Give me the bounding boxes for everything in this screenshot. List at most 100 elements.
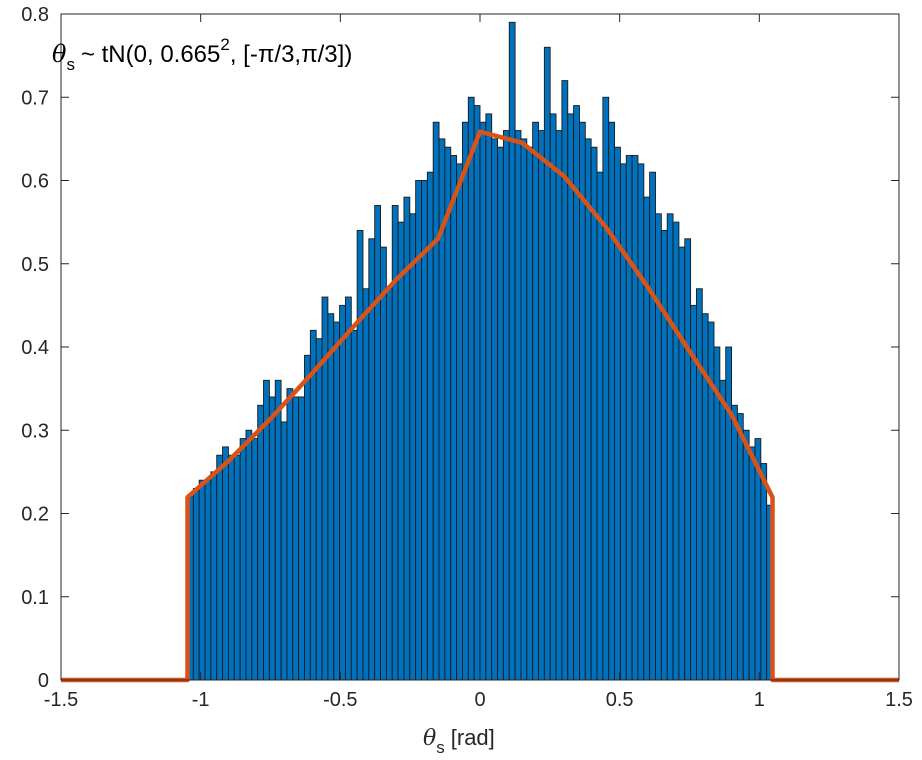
histogram-bar — [333, 321, 341, 681]
x-tick-label: 0.5 — [606, 689, 634, 711]
histogram-bar — [192, 488, 200, 681]
histogram-bar — [725, 346, 733, 681]
histogram-bar — [309, 329, 317, 681]
histogram-bar — [579, 121, 586, 681]
x-axis-label: θs [rad] — [423, 725, 495, 757]
y-tick-label: 0.7 — [21, 87, 49, 109]
histogram-bar — [257, 404, 264, 681]
histogram-bar — [596, 171, 604, 681]
histogram-bar — [614, 146, 621, 681]
histogram-bar — [660, 229, 668, 681]
histogram-bar — [590, 146, 598, 681]
histogram-bar — [602, 96, 610, 681]
y-tick-label: 0.8 — [21, 4, 49, 26]
x-axis-label-text: [rad] — [451, 725, 495, 750]
histogram-bar — [684, 238, 692, 681]
histogram-bar — [666, 213, 674, 681]
histogram-bar — [432, 121, 440, 681]
histogram-bar — [696, 288, 703, 681]
x-tick-label: 0 — [474, 689, 485, 711]
histogram-bar — [520, 138, 528, 681]
x-tick-label: 1 — [754, 689, 765, 711]
x-tick-label: -1 — [192, 689, 210, 711]
histogram-bar — [678, 246, 686, 681]
histogram-bar — [444, 146, 452, 681]
histogram-bar — [672, 221, 680, 681]
histogram-bar — [637, 163, 645, 681]
histogram-bar — [608, 121, 616, 681]
histogram-bar — [380, 246, 387, 681]
histogram-bar — [532, 121, 539, 681]
histogram-bar — [508, 21, 516, 681]
histogram-bar — [227, 454, 235, 681]
histogram-bar — [497, 146, 504, 681]
histogram-bar — [327, 313, 335, 681]
histogram-bar — [491, 138, 499, 681]
annotation-symbol: θ — [52, 40, 67, 68]
annotation-text: ~ tN(0, 0.665 — [81, 41, 220, 68]
histogram-bar — [649, 171, 656, 681]
histogram-bar — [204, 479, 212, 681]
histogram-bar — [304, 354, 311, 681]
histogram-bar — [280, 421, 288, 681]
y-axis-ticks: 0 0.1 0.2 0.3 0.4 0.5 0.6 0.7 0.8 — [21, 4, 899, 692]
histogram-bar — [742, 429, 750, 681]
histogram-bar — [251, 438, 259, 681]
histogram-bar — [619, 163, 627, 681]
histogram-bar — [210, 471, 218, 681]
histogram-bar — [467, 96, 475, 681]
histogram-bar — [239, 438, 247, 681]
histogram-bar — [216, 454, 224, 681]
histogram-bar — [514, 130, 522, 681]
histogram-bar — [409, 213, 417, 681]
histogram-bar — [760, 463, 768, 681]
y-tick-label: 0.5 — [21, 254, 49, 276]
x-tick-label: 1.5 — [885, 689, 913, 711]
y-tick-label: 0.1 — [21, 587, 49, 609]
histogram-bar — [339, 304, 346, 681]
y-tick-label: 0.6 — [21, 171, 49, 193]
histogram-bar — [655, 213, 662, 681]
histogram-bar — [292, 396, 300, 681]
histogram-bar — [567, 113, 575, 681]
y-tick-label: 0 — [38, 670, 49, 692]
histogram-bar — [748, 446, 756, 681]
histogram-bar — [719, 379, 727, 681]
histogram-bar — [526, 146, 534, 681]
histogram-bar — [450, 155, 458, 681]
histogram-bar — [385, 288, 393, 681]
histogram-bar — [731, 404, 738, 681]
histogram-bar — [479, 121, 487, 681]
histogram-bar — [274, 379, 282, 681]
y-tick-label: 0.2 — [21, 504, 49, 526]
histogram-bar — [350, 329, 358, 681]
histogram-bar — [643, 196, 651, 681]
histogram-bar — [356, 229, 364, 681]
histogram-bar — [543, 46, 551, 681]
annotation-subscript: s — [66, 55, 75, 74]
histogram-bar — [473, 105, 481, 681]
x-tick-label: -0.5 — [323, 689, 357, 711]
annotation-superscript: 2 — [220, 35, 229, 54]
histogram-bar — [736, 413, 744, 681]
histogram-bar — [625, 155, 633, 681]
x-axis-ticks: -1.5 -1 -0.5 0 0.5 1 1.5 — [44, 14, 913, 711]
histogram-bar — [268, 396, 276, 681]
histogram-bar — [397, 221, 405, 681]
x-tick-label: -1.5 — [44, 689, 78, 711]
histogram-bar — [298, 396, 305, 681]
histogram-bar — [502, 130, 510, 681]
histogram-bar — [485, 113, 493, 681]
histogram-bar — [549, 113, 557, 681]
histogram-bar — [584, 138, 592, 681]
x-axis-label-subscript: s — [436, 738, 445, 757]
histogram-bar — [462, 121, 469, 681]
density-curve — [61, 129, 899, 683]
histogram-bar — [555, 130, 563, 681]
histogram-bar — [198, 479, 206, 681]
histogram-bar — [315, 338, 323, 681]
histogram-bar — [561, 80, 569, 681]
annotation-suffix: , [-π/3,π/3]) — [230, 41, 352, 68]
histogram-bar — [286, 388, 294, 681]
